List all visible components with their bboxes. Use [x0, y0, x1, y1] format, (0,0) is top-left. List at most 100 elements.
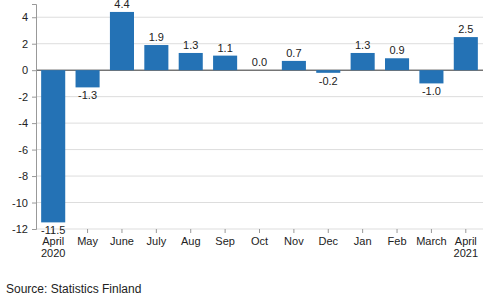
y-tick: -8: [18, 170, 36, 182]
y-tick-label: -6: [18, 144, 28, 156]
x-tick-mark: [190, 229, 191, 233]
data-label: 1.3: [355, 39, 370, 51]
data-label: -1.0: [422, 85, 441, 97]
bar: [110, 12, 134, 70]
data-label: 0.9: [389, 44, 404, 56]
x-tick-label-line: May: [77, 235, 98, 247]
bar: [282, 61, 306, 70]
y-tick-mark: [32, 44, 36, 45]
y-tick: 2: [22, 38, 36, 50]
y-tick: -4: [18, 117, 36, 129]
grid-line: [36, 70, 483, 71]
data-labels: -11.5-1.34.41.91.31.10.00.7-0.21.30.9-1.…: [41, 0, 473, 236]
x-tick-label: Sep: [215, 235, 235, 247]
grid-line: [36, 43, 483, 44]
grid-line: [36, 17, 483, 18]
bar: [144, 45, 168, 70]
x-tick-label-line: 2021: [454, 247, 478, 259]
grid-line: [36, 176, 483, 177]
y-tick-mark: [32, 176, 36, 177]
y-tick-mark: [32, 70, 36, 71]
x-tick-mark: [328, 229, 329, 233]
y-tick-mark: [32, 17, 36, 18]
x-tick-mark: [362, 229, 363, 233]
x-tick: Dec: [318, 229, 338, 247]
data-label: -11.5: [41, 224, 65, 236]
y-axis: -12 -10 -8 -6 -4 -2 0 2 4: [12, 5, 36, 236]
x-tick-mark: [156, 229, 157, 233]
x-tick-mark: [225, 229, 226, 233]
y-tick: -2: [18, 91, 36, 103]
data-label: -0.2: [319, 75, 338, 87]
y-tick: -12: [12, 223, 36, 235]
x-tick-label-line: April: [455, 235, 477, 247]
x-tick-label-line: 2020: [41, 247, 65, 259]
data-label: 0.7: [286, 47, 301, 59]
x-tick-label-line: Jan: [354, 235, 372, 247]
bars: [41, 12, 478, 222]
data-label: 1.1: [217, 42, 232, 54]
x-tick-label: Feb: [388, 235, 407, 247]
x-tick-label-line: June: [110, 235, 134, 247]
y-tick-label: -8: [18, 170, 28, 182]
x-tick-mark: [293, 229, 294, 233]
x-tick-label: June: [110, 235, 134, 247]
y-tick-label: -10: [12, 197, 28, 209]
bar: [76, 70, 100, 87]
grid-line: [36, 96, 483, 97]
chart: -12-10-8-6-4-2024April2020MayJuneJulyAug…: [0, 0, 493, 304]
x-tick-label: Oct: [251, 235, 268, 247]
y-tick-label: -4: [18, 117, 28, 129]
x-tick: July: [147, 229, 167, 247]
y-tick-mark: [32, 123, 36, 124]
grid: [36, 17, 483, 229]
x-tick: Feb: [388, 229, 407, 247]
grid-line: [36, 149, 483, 150]
bar: [179, 53, 203, 70]
bar: [41, 70, 65, 222]
data-label: -1.3: [78, 89, 97, 101]
x-tick: Nov: [284, 229, 304, 247]
x-tick-label: July: [147, 235, 167, 247]
plot: -12-10-8-6-4-2024April2020MayJuneJulyAug…: [12, 0, 483, 259]
y-tick-mark: [32, 150, 36, 151]
bar: [247, 70, 271, 71]
x-tick-label: April2021: [454, 235, 478, 260]
x-tick-label: Jan: [354, 235, 372, 247]
grid-line: [36, 202, 483, 203]
bar: [385, 58, 409, 70]
data-label: 1.3: [183, 39, 198, 51]
x-tick-label: April2020: [41, 235, 65, 260]
x-tick: April2021: [454, 229, 478, 259]
x-tick-label: March: [416, 235, 447, 247]
bar: [213, 56, 237, 71]
y-tick-mark: [32, 203, 36, 204]
x-tick: June: [110, 229, 134, 247]
x-tick: Sep: [215, 229, 235, 247]
x-tick-label: May: [77, 235, 98, 247]
x-tick-label: Aug: [181, 235, 201, 247]
x-tick-label-line: Aug: [181, 235, 201, 247]
y-axis-line: [32, 5, 37, 230]
y-tick-label: 4: [22, 11, 28, 23]
x-tick-mark: [431, 229, 432, 233]
x-tick-label: Nov: [284, 235, 304, 247]
bar: [419, 70, 443, 83]
data-label: 1.9: [149, 31, 164, 43]
x-tick: Aug: [181, 229, 201, 247]
source: Source: Statistics Finland: [6, 282, 141, 296]
x-axis: April2020MayJuneJulyAugSepOctNovDecJanFe…: [41, 229, 478, 259]
x-tick-mark: [465, 229, 466, 233]
y-tick: 0: [22, 64, 36, 76]
y-tick: 4: [22, 11, 36, 23]
y-tick-label: 0: [22, 64, 28, 76]
x-tick-mark: [397, 229, 398, 233]
x-tick: Oct: [251, 229, 268, 247]
data-label: 2.5: [458, 23, 473, 35]
x-tick-label-line: Sep: [215, 235, 235, 247]
y-tick: -6: [18, 144, 36, 156]
x-tick-mark: [121, 229, 122, 233]
x-tick: May: [77, 229, 98, 247]
y-tick-label: 2: [22, 38, 28, 50]
x-tick-label-line: Feb: [388, 235, 407, 247]
